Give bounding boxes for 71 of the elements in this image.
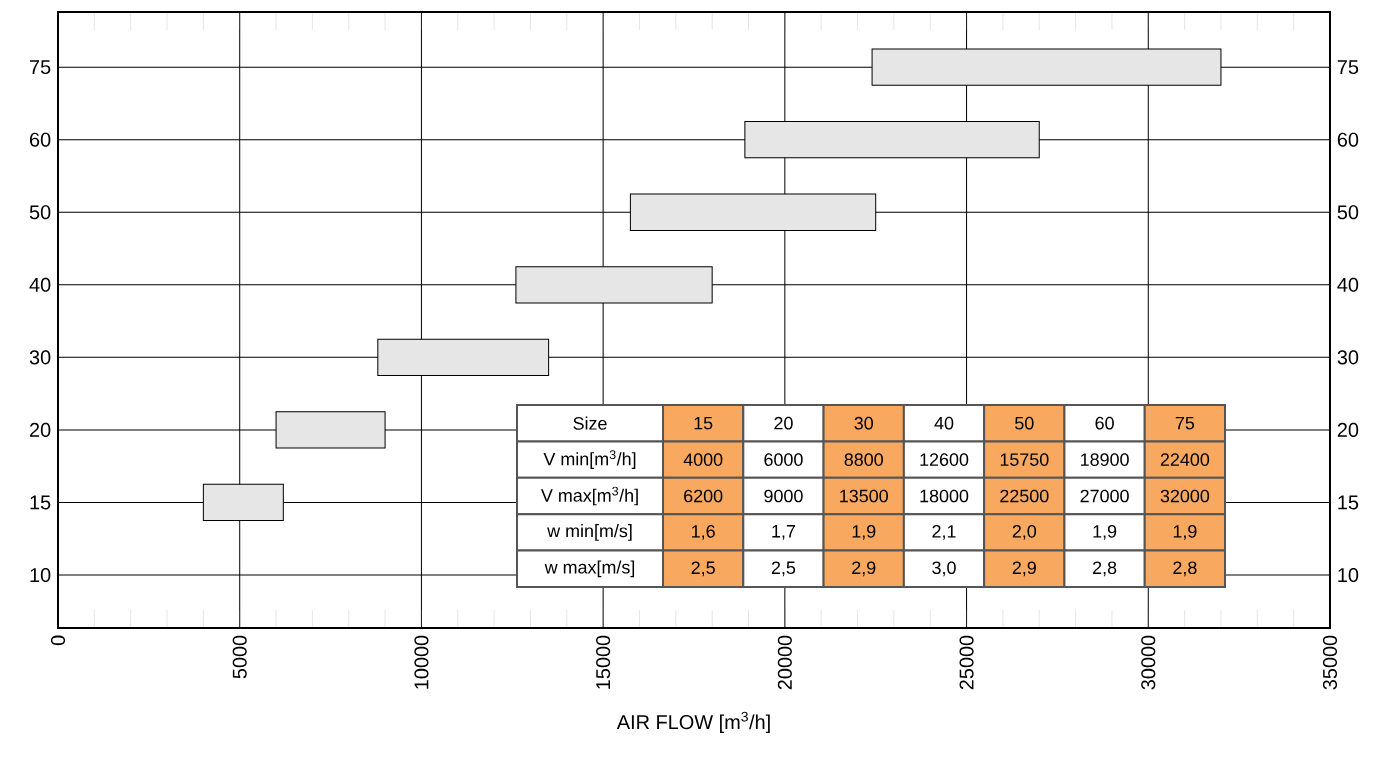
annotation: w max[m/s] xyxy=(544,560,635,578)
y-tick-label: 50 xyxy=(1337,205,1359,220)
annotation: 6000 xyxy=(764,453,803,466)
annotation: 18900 xyxy=(1081,453,1129,466)
annotation: 60 xyxy=(1095,416,1114,430)
annotation: 2,5 xyxy=(771,561,796,577)
bar xyxy=(275,411,386,449)
annotation: 2,0 xyxy=(1012,524,1037,540)
annotation: 2,5 xyxy=(691,561,715,577)
x-axis-title: AIR FLOW [m$^{3}$/h] xyxy=(616,711,770,734)
category-label: 10 xyxy=(30,567,51,583)
x-tick-label: 35000 xyxy=(1322,635,1338,690)
annotation: 40 xyxy=(934,416,954,430)
y-tick-label: 20 xyxy=(1337,422,1359,437)
category-label: 30 xyxy=(29,350,51,365)
annotation: 2,8 xyxy=(1173,561,1197,577)
bar xyxy=(377,338,550,376)
bar xyxy=(202,483,284,522)
x-tick-label: 20000 xyxy=(777,635,792,690)
annotation: 1,7 xyxy=(772,525,796,540)
y-tick-label: 30 xyxy=(1337,350,1359,365)
annotation: 22500 xyxy=(1000,489,1049,503)
annotation: 2,1 xyxy=(932,524,956,540)
annotation: 4000 xyxy=(683,453,723,466)
x-tick-label: 30000 xyxy=(1141,635,1156,690)
annotation: 1,9 xyxy=(1093,524,1117,540)
annotation: 8800 xyxy=(844,453,883,466)
annotation: 22400 xyxy=(1160,453,1210,466)
annotation: 32000 xyxy=(1160,489,1210,503)
bar xyxy=(744,121,1040,159)
annotation: 27000 xyxy=(1080,489,1129,503)
category-label: 50 xyxy=(29,205,51,220)
annotation: Size xyxy=(573,416,607,430)
annotation: 30 xyxy=(854,416,873,430)
annotation: 13500 xyxy=(840,489,888,503)
annotation: 2,9 xyxy=(852,561,876,577)
category-label: 15 xyxy=(30,495,51,510)
y-tick-label: 15 xyxy=(1338,495,1359,510)
x-tick-label: 0 xyxy=(50,635,66,646)
annotation: 6200 xyxy=(684,489,723,503)
annotation: 2,9 xyxy=(1012,561,1036,577)
annotation: 12600 xyxy=(920,453,969,466)
category-label: 20 xyxy=(30,422,51,437)
annotation: 20 xyxy=(774,416,793,430)
y-tick-label: 60 xyxy=(1337,132,1359,147)
annotation: V min[m$^{3}$/h] xyxy=(543,450,636,469)
annotation: 1,9 xyxy=(852,524,876,540)
x-tick-label: 25000 xyxy=(959,635,974,690)
annotation: 15750 xyxy=(1000,453,1049,466)
annotation: 75 xyxy=(1175,416,1195,430)
annotation: w min[m/s] xyxy=(547,524,632,541)
bar xyxy=(515,266,713,304)
bar xyxy=(629,193,877,231)
y-tick-label: 40 xyxy=(1337,277,1359,292)
annotation: 15 xyxy=(694,416,713,430)
category-label: 75 xyxy=(30,60,51,75)
annotation: 2,8 xyxy=(1093,561,1117,577)
category-label: 60 xyxy=(30,132,51,147)
annotation: 18000 xyxy=(920,489,969,503)
annotation: 3,0 xyxy=(932,561,956,577)
x-tick-label: 10000 xyxy=(414,635,429,689)
annotation: 1,9 xyxy=(1173,524,1197,540)
annotation: 9000 xyxy=(764,489,803,503)
y-tick-label: 10 xyxy=(1338,567,1359,583)
annotation: V max[m$^{3}$/h] xyxy=(541,486,638,506)
annotation: 1,6 xyxy=(692,524,715,540)
y-tick-label: 75 xyxy=(1337,60,1359,75)
category-label: 40 xyxy=(29,277,51,292)
x-tick-label: 5000 xyxy=(232,635,247,679)
annotation: 50 xyxy=(1015,416,1034,430)
x-tick-label: 15000 xyxy=(596,635,611,689)
